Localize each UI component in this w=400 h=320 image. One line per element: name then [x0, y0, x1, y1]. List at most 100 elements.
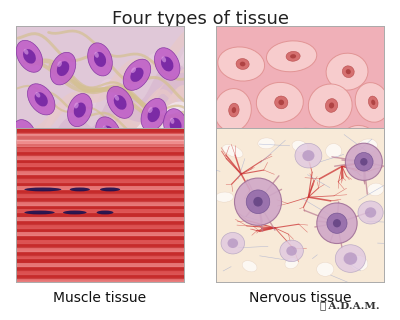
Ellipse shape: [74, 102, 86, 118]
Ellipse shape: [326, 99, 338, 112]
Ellipse shape: [94, 52, 99, 58]
Ellipse shape: [214, 89, 251, 132]
Bar: [16, 159, 184, 162]
Ellipse shape: [275, 96, 288, 109]
Ellipse shape: [12, 120, 37, 153]
Text: ❖ A.D.A.M.: ❖ A.D.A.M.: [320, 301, 380, 310]
Bar: [16, 217, 184, 220]
Ellipse shape: [346, 69, 351, 74]
Ellipse shape: [74, 102, 79, 108]
Ellipse shape: [234, 178, 282, 225]
Ellipse shape: [229, 103, 239, 117]
Bar: [16, 140, 184, 147]
Ellipse shape: [23, 49, 36, 64]
Ellipse shape: [350, 255, 368, 271]
Bar: [16, 247, 184, 251]
Ellipse shape: [285, 258, 298, 269]
Ellipse shape: [162, 56, 166, 62]
Bar: [16, 171, 184, 174]
Bar: [16, 267, 184, 270]
Ellipse shape: [335, 245, 366, 272]
Ellipse shape: [16, 40, 43, 72]
Bar: [16, 155, 184, 158]
Bar: [16, 148, 184, 151]
Bar: [16, 190, 184, 193]
Ellipse shape: [286, 246, 297, 256]
Ellipse shape: [53, 129, 80, 161]
Ellipse shape: [295, 143, 322, 168]
Text: Muscle tissue: Muscle tissue: [54, 291, 146, 305]
Ellipse shape: [70, 188, 90, 191]
Ellipse shape: [342, 66, 354, 77]
Ellipse shape: [28, 84, 55, 115]
Bar: [16, 236, 184, 239]
Bar: [16, 140, 184, 143]
Ellipse shape: [360, 158, 368, 165]
Ellipse shape: [170, 118, 182, 133]
Ellipse shape: [231, 130, 275, 167]
Ellipse shape: [88, 43, 112, 76]
Ellipse shape: [102, 126, 115, 140]
Bar: [16, 232, 184, 235]
Bar: [16, 270, 184, 274]
Bar: [16, 213, 184, 216]
Ellipse shape: [292, 140, 308, 152]
Ellipse shape: [123, 59, 151, 90]
Ellipse shape: [371, 100, 375, 105]
Ellipse shape: [68, 93, 92, 127]
Bar: [16, 259, 184, 262]
Ellipse shape: [355, 153, 373, 171]
Ellipse shape: [57, 61, 69, 76]
Ellipse shape: [24, 211, 55, 214]
Bar: [16, 278, 184, 281]
Ellipse shape: [368, 96, 378, 109]
Ellipse shape: [131, 67, 136, 73]
Ellipse shape: [286, 52, 300, 61]
Ellipse shape: [333, 219, 341, 228]
Ellipse shape: [154, 48, 180, 80]
Ellipse shape: [63, 211, 86, 214]
Bar: [16, 174, 184, 178]
Ellipse shape: [34, 92, 48, 107]
Ellipse shape: [248, 143, 260, 154]
Ellipse shape: [141, 144, 153, 159]
Ellipse shape: [354, 139, 366, 152]
Text: Epithelial tissue: Epithelial tissue: [245, 189, 355, 203]
Ellipse shape: [278, 100, 284, 105]
Ellipse shape: [317, 203, 357, 244]
Ellipse shape: [358, 201, 383, 224]
Ellipse shape: [164, 109, 188, 142]
Ellipse shape: [61, 138, 66, 144]
Ellipse shape: [329, 102, 334, 108]
Ellipse shape: [358, 143, 362, 148]
Ellipse shape: [60, 138, 73, 153]
Bar: [16, 244, 184, 247]
Ellipse shape: [280, 240, 303, 262]
Ellipse shape: [232, 107, 236, 113]
Ellipse shape: [240, 62, 246, 66]
Ellipse shape: [307, 143, 313, 148]
Ellipse shape: [100, 188, 120, 191]
Bar: [16, 228, 184, 231]
Bar: [16, 134, 184, 140]
Text: Nervous tissue: Nervous tissue: [249, 291, 351, 305]
Text: Four types of tissue: Four types of tissue: [112, 10, 288, 28]
Ellipse shape: [19, 129, 23, 135]
Ellipse shape: [317, 262, 334, 276]
Bar: [16, 194, 184, 197]
Ellipse shape: [24, 188, 61, 191]
Ellipse shape: [94, 52, 106, 67]
Bar: [16, 220, 184, 224]
Bar: [16, 178, 184, 181]
Bar: [16, 182, 184, 185]
Ellipse shape: [327, 213, 347, 233]
Ellipse shape: [326, 144, 342, 158]
Ellipse shape: [114, 95, 119, 101]
Bar: [16, 263, 184, 266]
Ellipse shape: [96, 117, 121, 149]
Ellipse shape: [355, 83, 389, 122]
Text: Connective tissue: Connective tissue: [38, 189, 162, 203]
Ellipse shape: [24, 49, 28, 55]
Bar: [16, 205, 184, 208]
Bar: [16, 255, 184, 258]
